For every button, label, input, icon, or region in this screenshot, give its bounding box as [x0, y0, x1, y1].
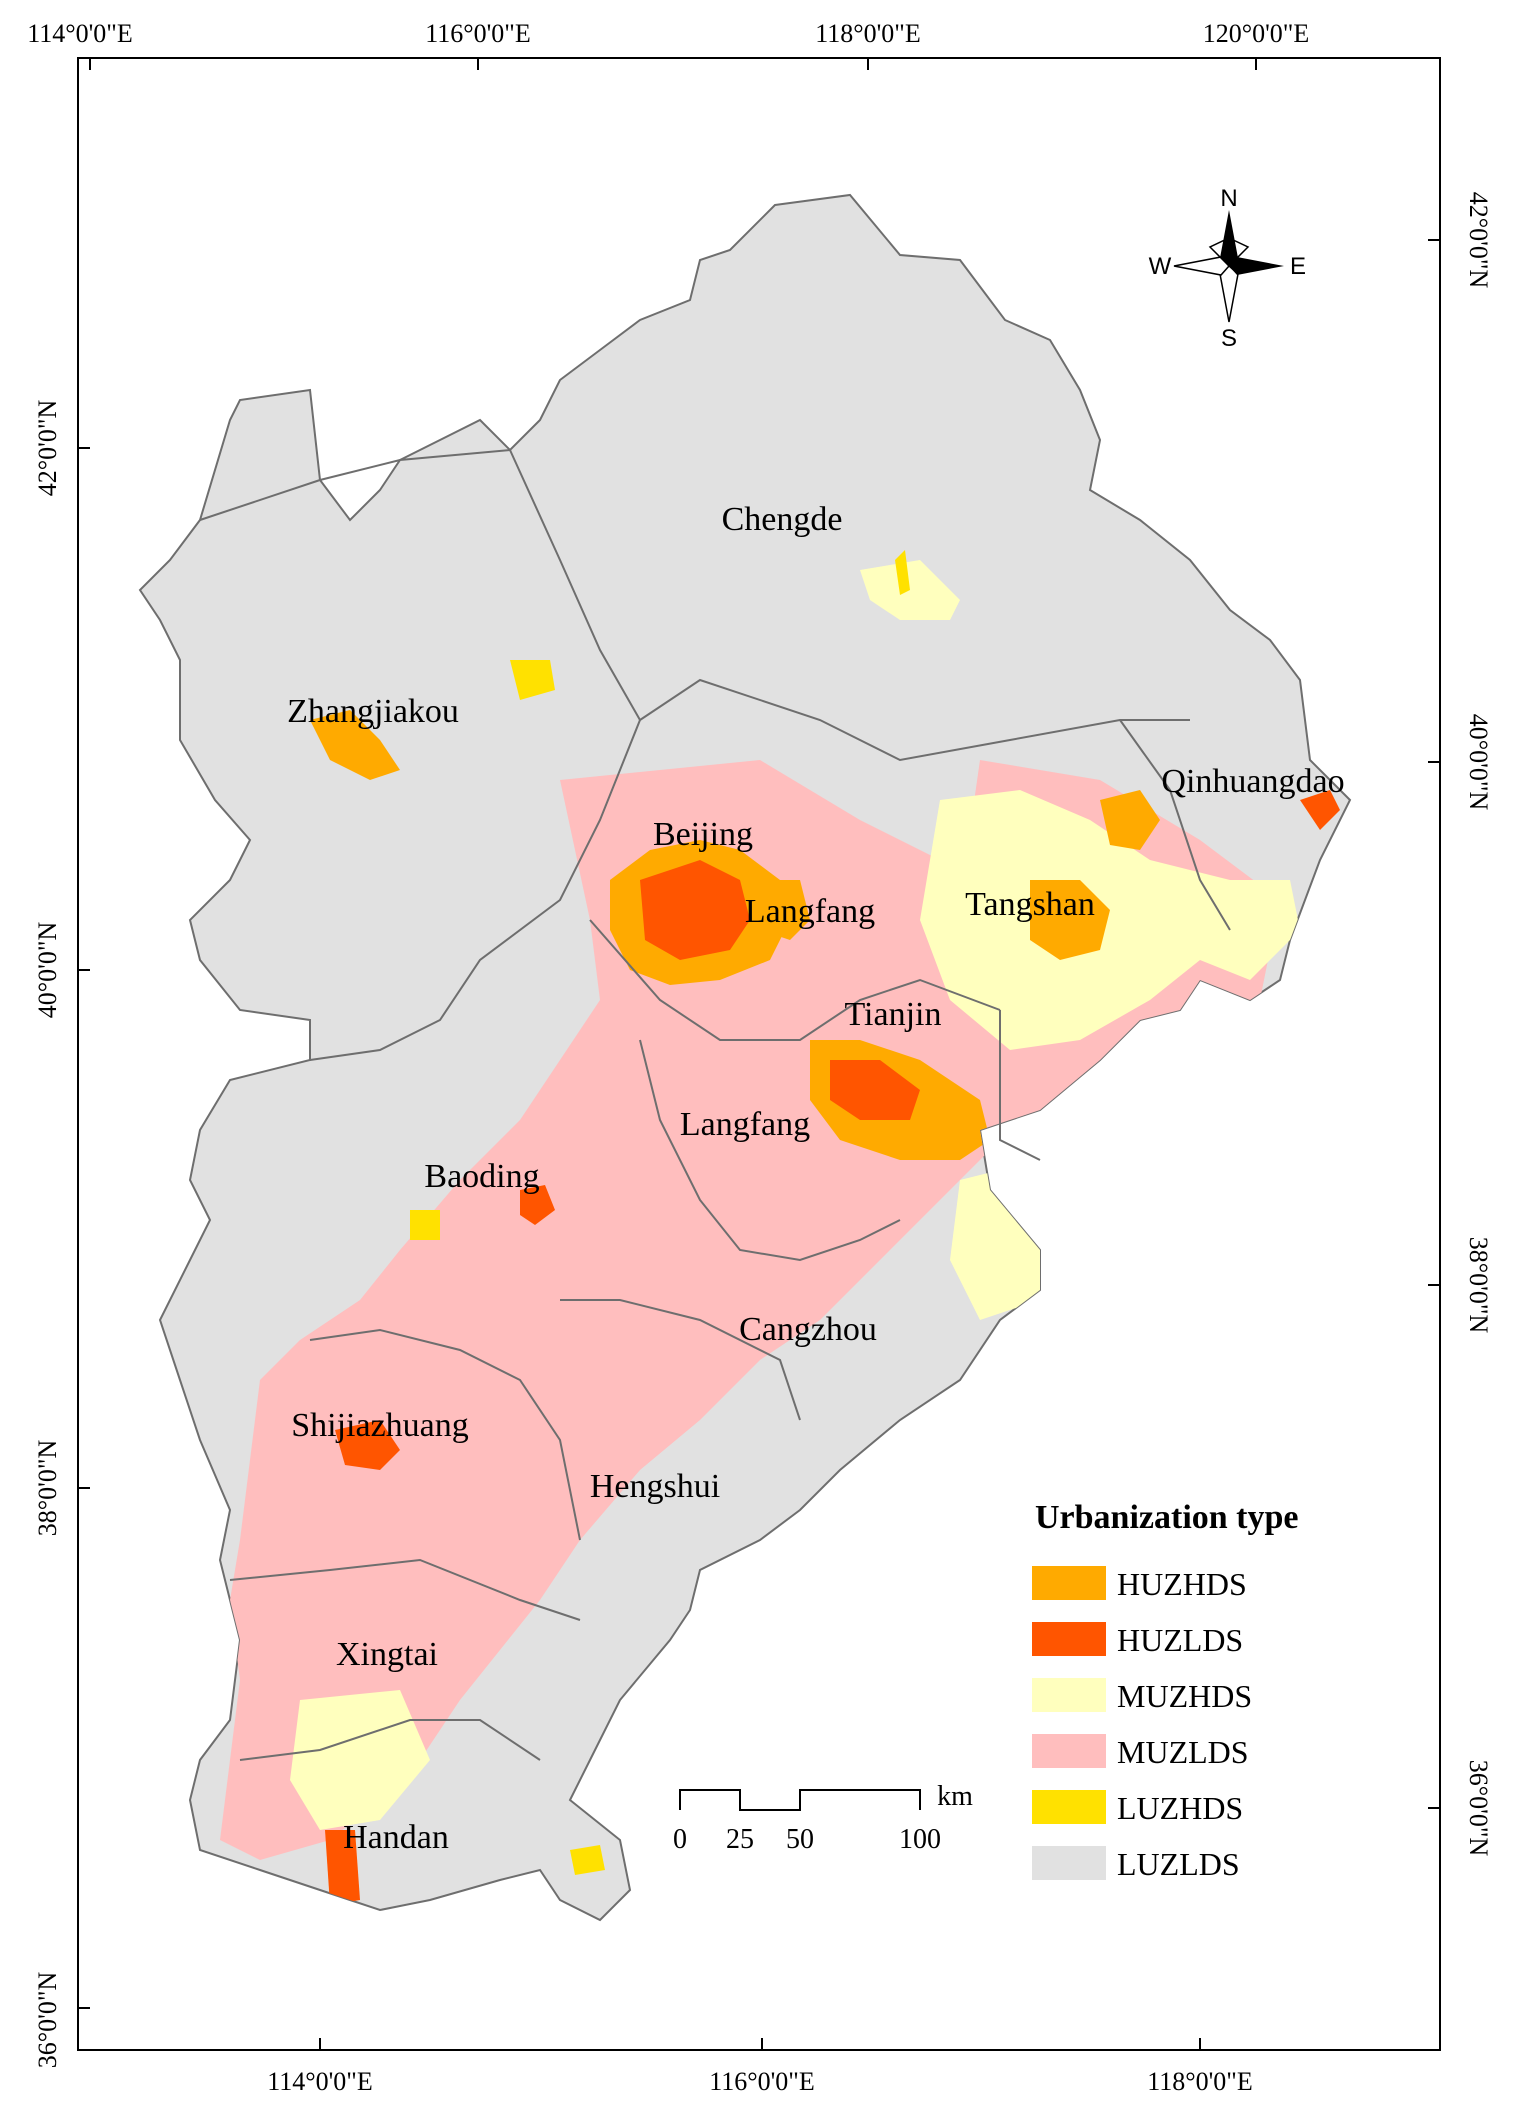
north-arrow-icon: N S E W: [1149, 185, 1306, 352]
huzhds-langfang: [760, 880, 810, 940]
luzhds-patch: [895, 550, 910, 595]
city-label-langfang-north: Langfang: [745, 893, 875, 930]
city-label-handan: Handan: [343, 1819, 449, 1856]
city-label-shijiazhuang: Shijiazhuang: [291, 1407, 469, 1444]
legend: Urbanization type HUZHDS HUZLDS MUZHDS M…: [1032, 1499, 1299, 1882]
left-lat-label: 40°0'0"N: [33, 922, 62, 1019]
muzhds-area: [920, 790, 1300, 1050]
right-lat-label: 40°0'0"N: [1464, 714, 1493, 811]
legend-swatch-luzlds: [1032, 1846, 1106, 1880]
city-label-baoding: Baoding: [424, 1158, 539, 1195]
legend-label: HUZHDS: [1117, 1566, 1247, 1602]
bottom-lon-label: 116°0'0"E: [709, 2067, 815, 2096]
city-label-tianjin: Tianjin: [844, 996, 941, 1033]
right-lat-label: 42°0'0"N: [1464, 192, 1493, 289]
hebei-region: [139, 194, 1351, 1921]
scale-tick-label: 0: [673, 1824, 687, 1855]
compass-n: N: [1220, 185, 1237, 212]
legend-swatch-muzlds: [1032, 1734, 1106, 1768]
scale-bar: 0 25 50 100 km: [673, 1781, 973, 1855]
huzlds-handan: [325, 1830, 360, 1905]
top-lon-label: 118°0'0"E: [815, 19, 921, 48]
compass-e: E: [1290, 253, 1306, 280]
city-label-chengde: Chengde: [722, 501, 843, 538]
legend-swatch-muzhds: [1032, 1678, 1106, 1712]
city-label-qinhuangdao: Qinhuangdao: [1161, 763, 1344, 800]
scale-tick-label: 100: [899, 1824, 941, 1855]
legend-label: HUZLDS: [1117, 1622, 1243, 1658]
huzlds-beijing: [640, 860, 750, 960]
top-lon-label: 114°0'0"E: [27, 19, 133, 48]
legend-label: MUZHDS: [1117, 1678, 1252, 1714]
city-label-langfang-south: Langfang: [680, 1106, 810, 1143]
right-lat-label: 36°0'0"N: [1464, 1760, 1493, 1857]
city-label-tangshan: Tangshan: [965, 886, 1095, 923]
compass-s: S: [1221, 325, 1237, 352]
scale-tick-label: 50: [786, 1824, 814, 1855]
luzhds-patch: [510, 660, 555, 700]
huzlds-shijiazhuang: [335, 1420, 400, 1470]
city-label-zhangjiakou: Zhangjiakou: [287, 693, 459, 730]
bottom-lon-label: 114°0'0"E: [267, 2067, 373, 2096]
city-label-hengshui: Hengshui: [590, 1468, 720, 1505]
compass-w: W: [1149, 253, 1172, 280]
legend-swatch-huzhds: [1032, 1566, 1106, 1600]
top-lon-label: 120°0'0"E: [1203, 19, 1310, 48]
left-lat-label: 38°0'0"N: [33, 1440, 62, 1537]
right-lat-label: 38°0'0"N: [1464, 1237, 1493, 1334]
city-label-cangzhou: Cangzhou: [739, 1311, 877, 1348]
legend-label: LUZLDS: [1117, 1846, 1240, 1882]
huzhds-qhd: [1100, 790, 1160, 850]
huzlds-baoding: [520, 1185, 555, 1225]
left-lat-label: 36°0'0"N: [33, 1972, 62, 2069]
muzlds-area: [220, 760, 1060, 1860]
huzlds-tianjin: [830, 1060, 920, 1120]
legend-label: LUZHDS: [1117, 1790, 1243, 1826]
city-label-xingtai: Xingtai: [336, 1636, 438, 1673]
legend-swatch-luzhds: [1032, 1790, 1106, 1824]
legend-title: Urbanization type: [1035, 1499, 1299, 1536]
scale-tick-label: 25: [726, 1824, 754, 1855]
legend-label: MUZLDS: [1117, 1734, 1249, 1770]
huzhds-tangshan: [1030, 880, 1110, 960]
huzhds-zjk: [310, 710, 400, 780]
graticule-ticks: [78, 58, 1440, 2050]
luzhds-patch: [410, 1210, 440, 1240]
scale-unit: km: [937, 1781, 973, 1812]
prefecture-boundaries: [199, 448, 1231, 1761]
luzhds-patch: [570, 1845, 605, 1875]
city-label-beijing: Beijing: [653, 816, 753, 853]
top-lon-label: 116°0'0"E: [425, 19, 531, 48]
left-lat-label: 42°0'0"N: [33, 400, 62, 497]
legend-swatch-huzlds: [1032, 1622, 1106, 1656]
bottom-lon-label: 118°0'0"E: [1147, 2067, 1253, 2096]
urbanization-patches: [220, 550, 1340, 1905]
huzlds-qhd: [1300, 790, 1340, 830]
